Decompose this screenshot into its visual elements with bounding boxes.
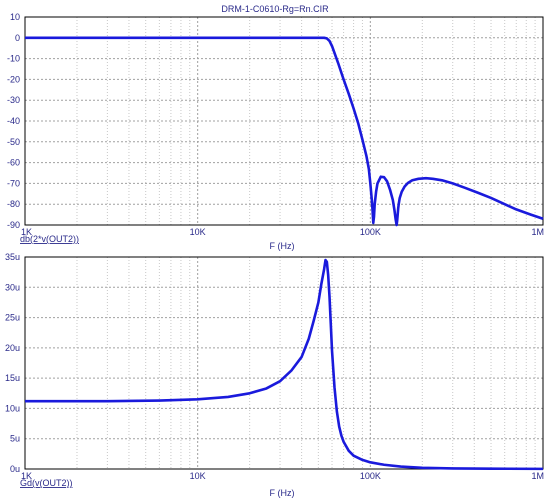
group-delay-y-tick-label: 10u xyxy=(5,403,20,413)
magnitude-y-tick-label: 10 xyxy=(10,12,20,22)
group-delay-y-tick-labels: 35u 30u 25u 20u 15u 10u 5u 0u xyxy=(5,252,20,474)
group-delay-x-tick-label: 1M xyxy=(531,471,544,481)
magnitude-plot-panel: 10 0 -10 -20 -30 -40 -50 -60 -70 -80 -90 1K 10K 100K… xyxy=(7,12,544,251)
magnitude-x-tick-label: 100K xyxy=(360,227,381,237)
magnitude-y-tick-label: -80 xyxy=(7,199,20,209)
magnitude-y-tick-label: -30 xyxy=(7,95,20,105)
group-delay-x-tick-label: 1K xyxy=(21,471,32,481)
magnitude-x-axis-label: F (Hz) xyxy=(270,241,295,251)
group-delay-x-tick-label: 100K xyxy=(360,471,381,481)
group-delay-x-tick-label: 10K xyxy=(190,471,206,481)
magnitude-y-tick-label: -20 xyxy=(7,74,20,84)
group-delay-y-tick-label: 25u xyxy=(5,313,20,323)
magnitude-y-tick-labels: 10 0 -10 -20 -30 -40 -50 -60 -70 -80 -90 xyxy=(7,12,20,230)
magnitude-grid xyxy=(25,17,543,225)
magnitude-trace xyxy=(25,36,544,227)
group-delay-y-tick-label: 15u xyxy=(5,373,20,383)
group-delay-grid xyxy=(25,257,543,469)
magnitude-x-tick-labels: 1K 10K 100K 1M xyxy=(21,227,544,237)
magnitude-y-tick-label: -90 xyxy=(7,220,20,230)
magnitude-trace-label: db(2*v(OUT2)) xyxy=(20,234,79,244)
group-delay-x-axis-label: F (Hz) xyxy=(270,488,295,498)
chart-title: DRM-1-C0610-Rg=Rn.CIR xyxy=(221,4,329,14)
magnitude-x-tick-label: 1M xyxy=(531,227,544,237)
group-delay-trace-label: Gd(v(OUT2)) xyxy=(20,478,73,488)
magnitude-plot-frame xyxy=(24,16,544,226)
magnitude-x-tick-label: 10K xyxy=(190,227,206,237)
group-delay-x-tick-labels: 1K 10K 100K 1M xyxy=(21,471,544,481)
magnitude-y-tick-label: -60 xyxy=(7,158,20,168)
magnitude-y-tick-label: -70 xyxy=(7,178,20,188)
group-delay-y-tick-label: 30u xyxy=(5,282,20,292)
group-delay-plot-panel: 35u 30u 25u 20u 15u 10u 5u 0u 1K 10K 100K 1M Gd(v(… xyxy=(5,252,544,498)
group-delay-y-tick-label: 35u xyxy=(5,252,20,262)
magnitude-y-tick-label: -50 xyxy=(7,137,20,147)
group-delay-plot-frame xyxy=(24,256,544,470)
group-delay-trace xyxy=(25,258,544,471)
magnitude-x-tick-label: 1K xyxy=(21,227,32,237)
group-delay-y-tick-label: 0u xyxy=(10,464,20,474)
magnitude-y-tick-label: -10 xyxy=(7,54,20,64)
group-delay-y-tick-label: 20u xyxy=(5,343,20,353)
magnitude-y-tick-label: -40 xyxy=(7,116,20,126)
magnitude-y-tick-label: 0 xyxy=(15,33,20,43)
group-delay-y-tick-label: 5u xyxy=(10,434,20,444)
